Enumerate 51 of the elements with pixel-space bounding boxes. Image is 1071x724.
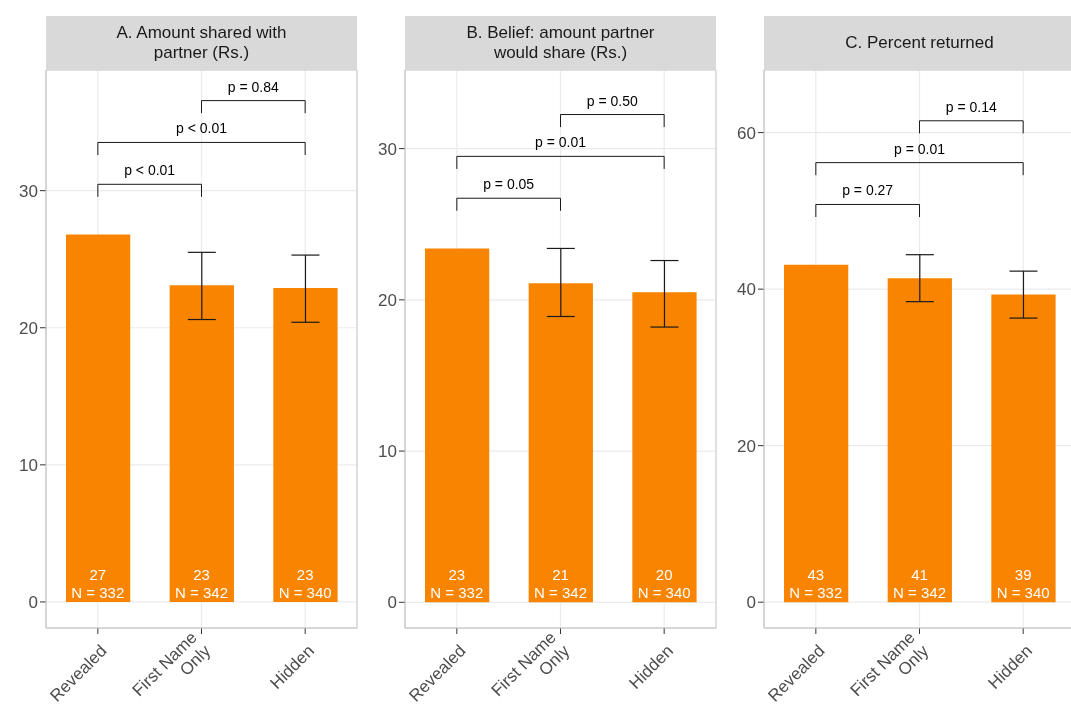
data-label: 41 (911, 566, 928, 584)
annotation: N = 332 (430, 584, 484, 602)
data-label: 39 (1014, 566, 1032, 584)
y-tick-label: 40 (737, 280, 756, 300)
y-tick-label: 0 (28, 592, 38, 612)
annotation: p < 0.01 (124, 162, 176, 179)
annotation: p < 0.01 (176, 120, 228, 137)
bar (991, 294, 1056, 603)
annotation: N = 342 (534, 584, 587, 602)
bar (273, 287, 338, 602)
y-tick-label: 60 (737, 123, 756, 143)
annotation: p = 0.01 (894, 140, 946, 157)
y-tick-label: 10 (19, 455, 38, 475)
annotation: p = 0.84 (227, 78, 280, 95)
chart-title: A. Amount shared with partner (Rs.) (116, 23, 287, 63)
chart-title: C. Percent returned (845, 33, 994, 53)
bar (66, 234, 131, 602)
y-tick-label: 20 (378, 290, 397, 310)
annotation: p = 0.01 (535, 134, 587, 151)
annotation: p = 0.14 (945, 98, 998, 115)
bar (425, 248, 490, 603)
y-tick-label: 30 (19, 181, 38, 201)
data-label: 23 (448, 566, 466, 584)
data-label: 20 (655, 566, 673, 584)
y-tick-label: 20 (737, 436, 756, 456)
data-label: 21 (552, 566, 569, 584)
annotation: N = 340 (996, 584, 1050, 602)
data-label: 27 (89, 565, 107, 583)
chart-title: B. Belief: amount partner would share (Rs.) (466, 23, 655, 63)
y-tick-label: 30 (378, 139, 397, 159)
bar (169, 285, 234, 602)
y-tick-label: 0 (387, 593, 397, 613)
annotation: N = 342 (893, 584, 946, 602)
data-label: 23 (296, 565, 314, 583)
annotation: p = 0.05 (483, 176, 535, 193)
data-label: 43 (807, 566, 825, 584)
bar (784, 264, 849, 603)
y-tick-label: 20 (19, 318, 38, 338)
annotation: p = 0.50 (586, 92, 639, 109)
annotation: N = 340 (637, 584, 691, 602)
annotation: p = 0.27 (842, 182, 894, 199)
y-tick-label: 10 (378, 442, 397, 462)
annotation: N = 332 (789, 584, 843, 602)
data-label: 23 (193, 565, 210, 583)
annotation: N = 342 (175, 583, 228, 601)
bar (887, 278, 952, 603)
bar (528, 283, 593, 603)
y-tick-label: 0 (746, 593, 756, 613)
bar (632, 292, 697, 603)
annotation: N = 340 (278, 583, 332, 601)
annotation: N = 332 (71, 583, 125, 601)
